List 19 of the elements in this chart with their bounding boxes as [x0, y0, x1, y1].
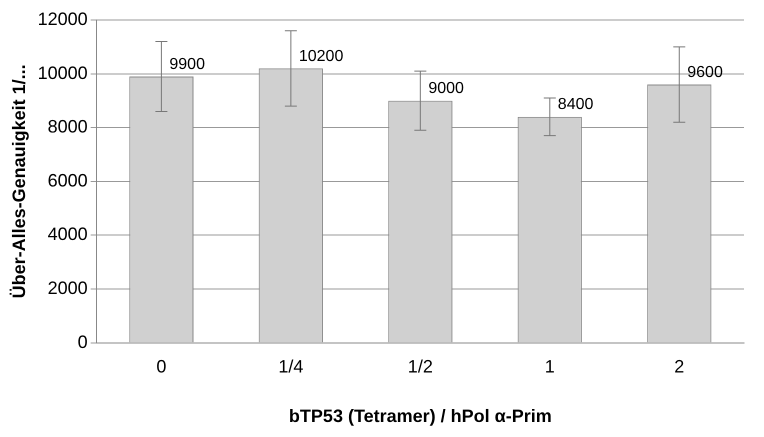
y-tick-label: 12000: [38, 8, 88, 29]
data-label: 9900: [169, 56, 206, 73]
y-tick-label: 8000: [48, 116, 88, 137]
y-tick-label: 10000: [38, 62, 88, 83]
y-tick-label: 0: [78, 332, 88, 352]
x-tick-label: 1/4: [278, 356, 304, 377]
y-tick-label: 4000: [48, 224, 88, 244]
x-tick-label: 1/2: [408, 356, 433, 377]
data-label: 9600: [687, 64, 723, 81]
data-label: 10200: [298, 48, 344, 65]
y-axis-title: Über-Alles-Genauigkeit 1/...: [8, 64, 29, 298]
x-tick-label: 1: [544, 356, 555, 377]
x-tick-label: 0: [156, 356, 166, 377]
y-tick-label: 6000: [48, 170, 88, 190]
x-axis-title: bTP53 (Tetramer) / hPol α-Prim: [288, 406, 552, 426]
x-tick-label: 2: [674, 356, 684, 377]
data-label: 8400: [558, 96, 594, 114]
data-label: 9000: [428, 80, 464, 98]
y-tick-label: 2000: [48, 278, 88, 298]
